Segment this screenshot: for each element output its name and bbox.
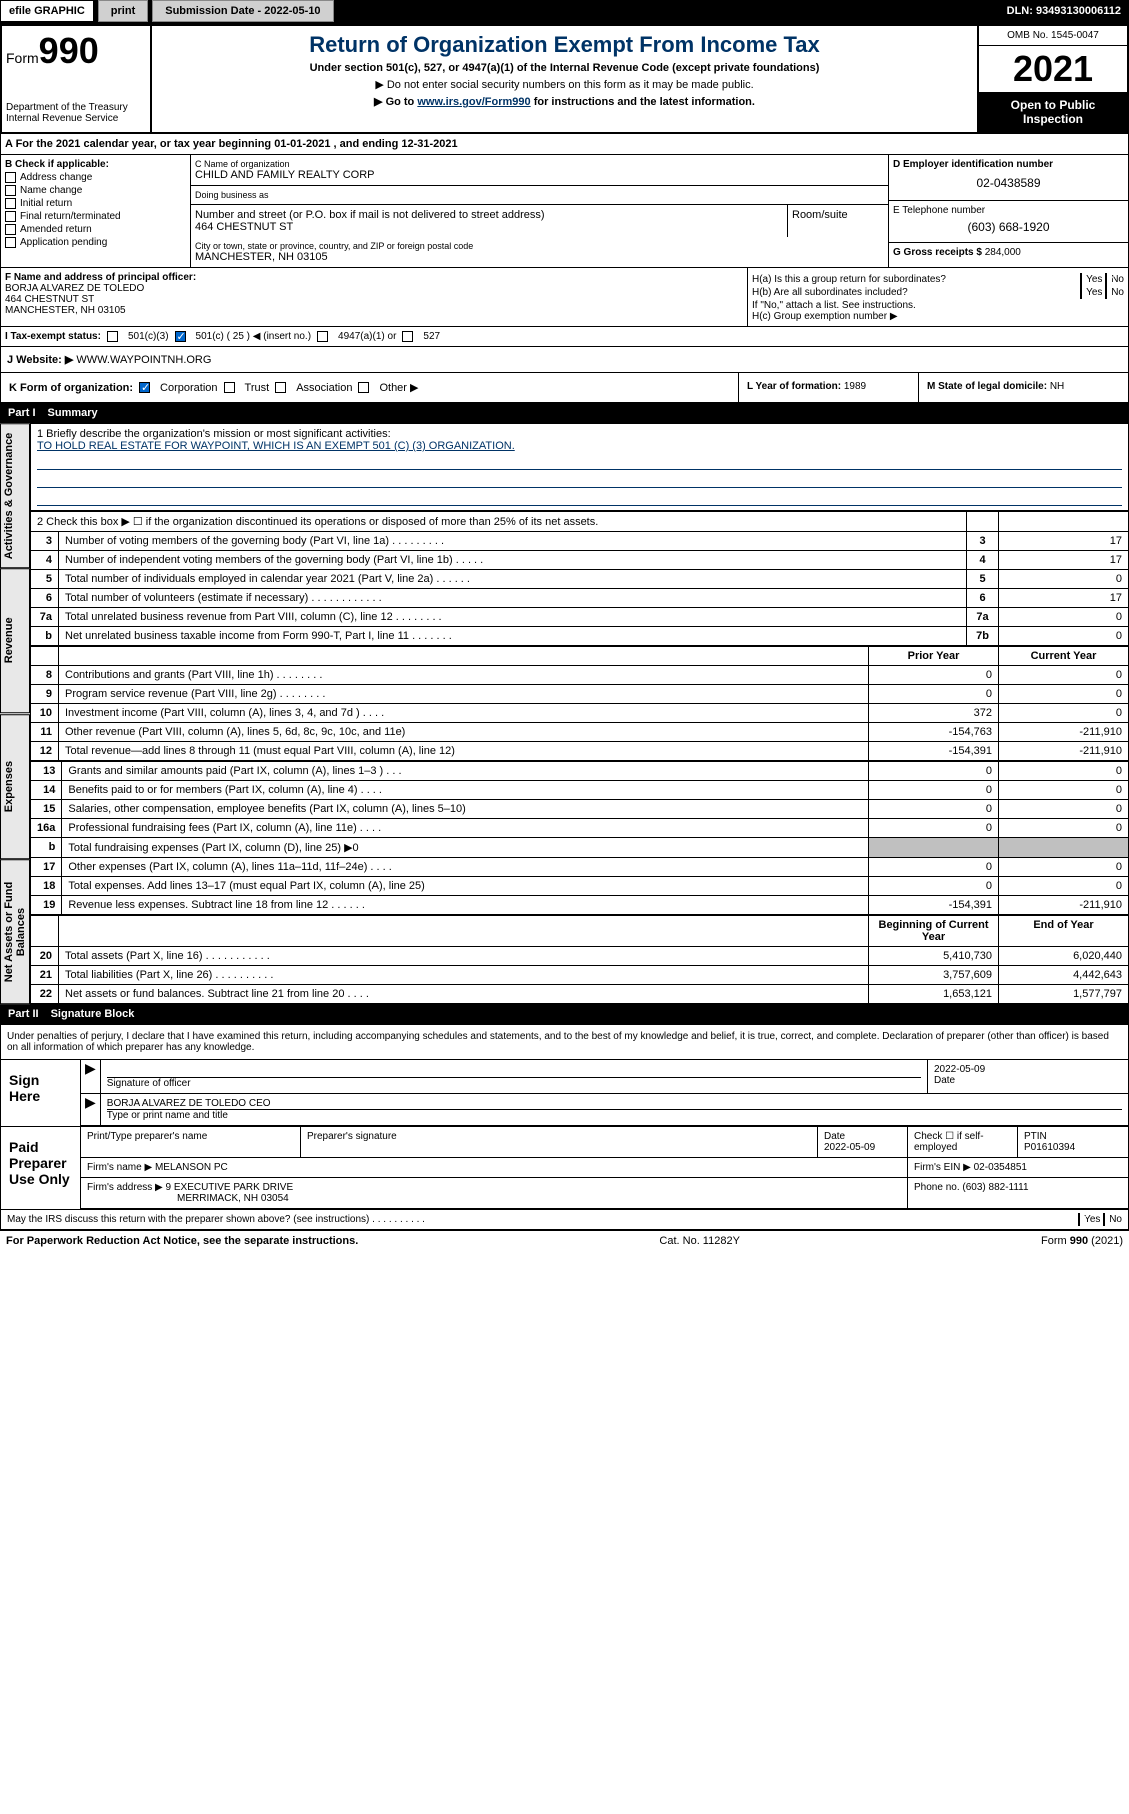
cb-initial-return[interactable] <box>5 198 16 209</box>
arrow-icon: ▶ <box>81 1094 101 1125</box>
cb-501c[interactable] <box>175 331 186 342</box>
top-bar: efile GRAPHIC print Submission Date - 20… <box>0 0 1129 24</box>
year-block: OMB No. 1545-0047 2021 Open to Public In… <box>977 26 1127 132</box>
efile-label: efile GRAPHIC <box>0 0 94 22</box>
table-row: 6Total number of volunteers (estimate if… <box>31 589 1129 608</box>
table-row: 3Number of voting members of the governi… <box>31 532 1129 551</box>
checkboxes-b: B Check if applicable: Address change Na… <box>1 155 191 267</box>
irs-link[interactable]: www.irs.gov/Form990 <box>417 96 530 108</box>
table-row: 8Contributions and grants (Part VIII, li… <box>31 666 1129 685</box>
cb-527[interactable] <box>402 331 413 342</box>
ein-phone-block: D Employer identification number 02-0438… <box>888 155 1128 267</box>
cb-address-change[interactable] <box>5 172 16 183</box>
table-row: 17Other expenses (Part IX, column (A), l… <box>31 858 1129 877</box>
table-row: 11Other revenue (Part VIII, column (A), … <box>31 723 1129 742</box>
table-row: 10Investment income (Part VIII, column (… <box>31 704 1129 723</box>
footer: For Paperwork Reduction Act Notice, see … <box>0 1230 1129 1251</box>
part1-body: Activities & Governance Revenue Expenses… <box>0 423 1129 1004</box>
cb-4947[interactable] <box>317 331 328 342</box>
part2-header: Part II Signature Block <box>0 1004 1129 1024</box>
cb-assoc[interactable] <box>275 382 286 393</box>
org-name: CHILD AND FAMILY REALTY CORP <box>195 169 884 181</box>
table-row: 5Total number of individuals employed in… <box>31 570 1129 589</box>
revenue-table: Prior YearCurrent Year 8Contributions an… <box>30 646 1129 761</box>
paid-preparer-label: Paid Preparer Use Only <box>1 1127 81 1209</box>
org-form-row: K Form of organization: Corporation Trus… <box>0 373 1129 403</box>
governance-table: 2 Check this box ▶ ☐ if the organization… <box>30 511 1129 646</box>
expenses-table: 13Grants and similar amounts paid (Part … <box>30 761 1129 915</box>
submission-date: Submission Date - 2022-05-10 <box>152 0 333 22</box>
part1-header: Part I Summary <box>0 403 1129 423</box>
table-row: 21Total liabilities (Part X, line 26) . … <box>31 966 1129 985</box>
city-state-zip: MANCHESTER, NH 03105 <box>195 251 884 263</box>
form-title: Return of Organization Exempt From Incom… <box>158 32 971 58</box>
website-link[interactable]: WWW.WAYPOINTNH.ORG <box>76 354 211 366</box>
table-row: 19Revenue less expenses. Subtract line 1… <box>31 896 1129 915</box>
cb-other[interactable] <box>358 382 369 393</box>
revenue-label: Revenue <box>0 568 30 713</box>
cb-ha-no[interactable] <box>1105 273 1107 286</box>
print-button[interactable]: print <box>98 0 148 22</box>
cb-trust[interactable] <box>224 382 235 393</box>
cb-application[interactable] <box>5 237 16 248</box>
cb-discuss-yes[interactable] <box>1078 1213 1080 1226</box>
governance-label: Activities & Governance <box>0 423 30 568</box>
table-row: 4Number of independent voting members of… <box>31 551 1129 570</box>
cb-hb-yes[interactable] <box>1080 286 1082 299</box>
table-row: 16aProfessional fundraising fees (Part I… <box>31 819 1129 838</box>
phone: (603) 668-1920 <box>893 216 1124 238</box>
expenses-label: Expenses <box>0 714 30 859</box>
dln-number: DLN: 93493130006112 <box>999 1 1129 21</box>
netassets-table: Beginning of Current YearEnd of Year 20T… <box>30 915 1129 1004</box>
gross-receipts: 284,000 <box>985 247 1021 258</box>
tax-year-row: A For the 2021 calendar year, or tax yea… <box>0 134 1129 155</box>
form-header: Form990 Department of the Treasury Inter… <box>0 24 1129 134</box>
cb-corp[interactable] <box>139 382 150 393</box>
org-info-section: B Check if applicable: Address change Na… <box>0 155 1129 268</box>
principal-officer: F Name and address of principal officer:… <box>1 268 748 326</box>
table-row: 15Salaries, other compensation, employee… <box>31 800 1129 819</box>
cb-name-change[interactable] <box>5 185 16 196</box>
table-row: 9Program service revenue (Part VIII, lin… <box>31 685 1129 704</box>
signature-block: Under penalties of perjury, I declare th… <box>0 1024 1129 1230</box>
form-title-block: Return of Organization Exempt From Incom… <box>152 26 977 132</box>
table-row: bTotal fundraising expenses (Part IX, co… <box>31 838 1129 858</box>
cb-discuss-no[interactable] <box>1103 1213 1105 1226</box>
street-address: 464 CHESTNUT ST <box>195 221 783 233</box>
group-return-block: H(a) Is this a group return for subordin… <box>748 268 1128 326</box>
ein: 02-0438589 <box>893 170 1124 196</box>
cb-final-return[interactable] <box>5 211 16 222</box>
table-row: 13Grants and similar amounts paid (Part … <box>31 762 1129 781</box>
netassets-label: Net Assets or Fund Balances <box>0 859 30 1004</box>
officer-group-section: F Name and address of principal officer:… <box>0 268 1129 327</box>
table-row: 12Total revenue—add lines 8 through 11 (… <box>31 742 1129 761</box>
mission-block: 1 Briefly describe the organization's mi… <box>30 423 1129 511</box>
arrow-icon: ▶ <box>81 1060 101 1093</box>
sign-here-label: Sign Here <box>1 1060 81 1126</box>
table-row: bNet unrelated business taxable income f… <box>31 627 1129 646</box>
table-row: 18Total expenses. Add lines 13–17 (must … <box>31 877 1129 896</box>
tax-exempt-row: I Tax-exempt status: 501(c)(3) 501(c) ( … <box>0 327 1129 347</box>
cb-ha-yes[interactable] <box>1080 273 1082 286</box>
dept-treasury: Department of the Treasury Internal Reve… <box>6 102 146 124</box>
table-row: 7aTotal unrelated business revenue from … <box>31 608 1129 627</box>
cb-501c3[interactable] <box>107 331 118 342</box>
website-row: J Website: ▶ WWW.WAYPOINTNH.ORG <box>0 347 1129 373</box>
cb-amended[interactable] <box>5 224 16 235</box>
form-number-block: Form990 Department of the Treasury Inter… <box>2 26 152 132</box>
cb-hb-no[interactable] <box>1105 286 1107 299</box>
table-row: 14Benefits paid to or for members (Part … <box>31 781 1129 800</box>
org-name-address: C Name of organization CHILD AND FAMILY … <box>191 155 888 267</box>
table-row: 22Net assets or fund balances. Subtract … <box>31 985 1129 1004</box>
table-row: 20Total assets (Part X, line 16) . . . .… <box>31 947 1129 966</box>
